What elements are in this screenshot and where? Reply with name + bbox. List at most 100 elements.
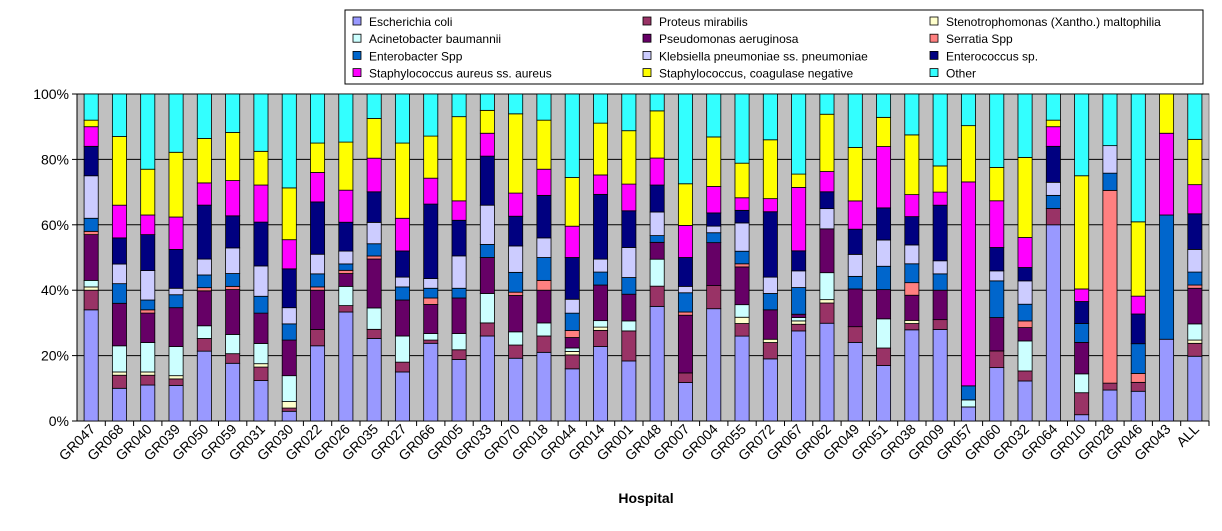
bar-segment	[791, 320, 807, 325]
bar-segment	[819, 93, 835, 115]
bar-segment	[1187, 213, 1203, 250]
bar-segment	[111, 345, 127, 373]
bar-segment	[1187, 323, 1203, 341]
bar-segment	[734, 304, 750, 318]
bar-segment	[423, 304, 439, 334]
bar-segment	[932, 93, 948, 167]
bar-segment	[960, 385, 976, 401]
bar-segment	[564, 368, 580, 422]
bar-segment	[366, 328, 382, 339]
bar-segment	[960, 406, 976, 422]
legend-label: Staphylococcus, coagulase negative	[659, 67, 853, 81]
bar-segment	[451, 297, 467, 334]
bar-segment	[168, 346, 184, 377]
bar-segment	[791, 250, 807, 272]
bar-segment	[253, 265, 269, 297]
bar-segment	[1130, 93, 1146, 223]
bar-segment	[904, 216, 920, 246]
bar-segment	[1074, 93, 1090, 177]
bar-segment	[593, 326, 609, 331]
bar-segment	[677, 382, 693, 422]
bar-segment	[83, 119, 99, 128]
bar-segment	[225, 334, 241, 355]
bar-segment	[394, 361, 410, 373]
bar-segment	[1017, 320, 1033, 328]
bar-segment	[508, 291, 524, 296]
bar-segment	[593, 174, 609, 195]
bar-segment	[83, 279, 99, 288]
bar-segment	[734, 250, 750, 265]
bar-segment	[876, 347, 892, 366]
bar-segment	[677, 372, 693, 383]
bar-segment	[847, 253, 863, 277]
bar-segment	[734, 323, 750, 337]
bar-segment	[989, 280, 1005, 318]
bar-segment	[649, 211, 665, 236]
bar-segment	[451, 349, 467, 360]
legend-label: Serratia Spp	[946, 32, 1013, 46]
legend-swatch	[352, 68, 362, 77]
bar-segment	[508, 113, 524, 194]
bar-segment	[1045, 208, 1061, 226]
bar-segment	[1187, 184, 1203, 215]
bar-segment	[111, 371, 127, 376]
bar-segment	[140, 374, 156, 386]
bar-segment	[932, 204, 948, 262]
bar-segment	[706, 308, 722, 422]
bar-segment	[876, 318, 892, 349]
bar-segment	[394, 371, 410, 422]
bar-segment	[140, 342, 156, 373]
bar-segment	[281, 187, 297, 241]
bar-segment	[847, 93, 863, 148]
bar-segment	[83, 286, 99, 291]
legend-swatch	[929, 51, 939, 60]
bar-segment	[83, 175, 99, 219]
bar-segment	[791, 317, 807, 322]
bar-segment	[593, 271, 609, 286]
bar-segment	[1159, 214, 1175, 340]
bar-segment	[536, 289, 552, 324]
bar-segment	[876, 116, 892, 147]
bar-segment	[253, 363, 269, 368]
bar-segment	[989, 367, 1005, 422]
bar-segment	[1130, 295, 1146, 315]
bar-segment	[310, 172, 326, 203]
bar-segment	[819, 113, 835, 172]
bar-segment	[281, 268, 297, 309]
legend-label: Proteus mirabilis	[659, 15, 748, 29]
bar-segment	[1130, 373, 1146, 383]
bar-segment	[706, 136, 722, 187]
bar-segment	[960, 181, 976, 387]
bar-segment	[593, 329, 609, 347]
legend-label: Enterobacter Spp	[369, 49, 463, 63]
legend-box	[344, 9, 1204, 85]
bar-segment	[621, 183, 637, 212]
bar-segment	[564, 93, 580, 178]
bar-segment	[649, 258, 665, 287]
bar-segment	[310, 289, 326, 330]
bar-segment	[140, 270, 156, 301]
bar-segment	[451, 116, 467, 202]
bar-segment	[423, 135, 439, 179]
bar-segment	[762, 342, 778, 360]
bar-segment	[564, 347, 580, 352]
bar-segment	[168, 216, 184, 250]
bar-segment	[564, 257, 580, 300]
bar-segment	[677, 93, 693, 185]
bar-segment	[847, 326, 863, 343]
bar-segment	[876, 207, 892, 241]
bar-segment	[762, 93, 778, 141]
bar-segment	[479, 109, 495, 134]
bar-segment	[932, 273, 948, 291]
bar-segment	[847, 288, 863, 328]
bar-segment	[677, 292, 693, 313]
bar-segment	[168, 93, 184, 153]
bar-segment	[310, 286, 326, 291]
bar-segment	[338, 311, 354, 422]
bar-segment	[111, 237, 127, 265]
legend-swatch	[352, 16, 362, 26]
bar-segment	[196, 338, 212, 352]
bar-segment	[706, 232, 722, 244]
bar-segment	[1045, 181, 1061, 196]
